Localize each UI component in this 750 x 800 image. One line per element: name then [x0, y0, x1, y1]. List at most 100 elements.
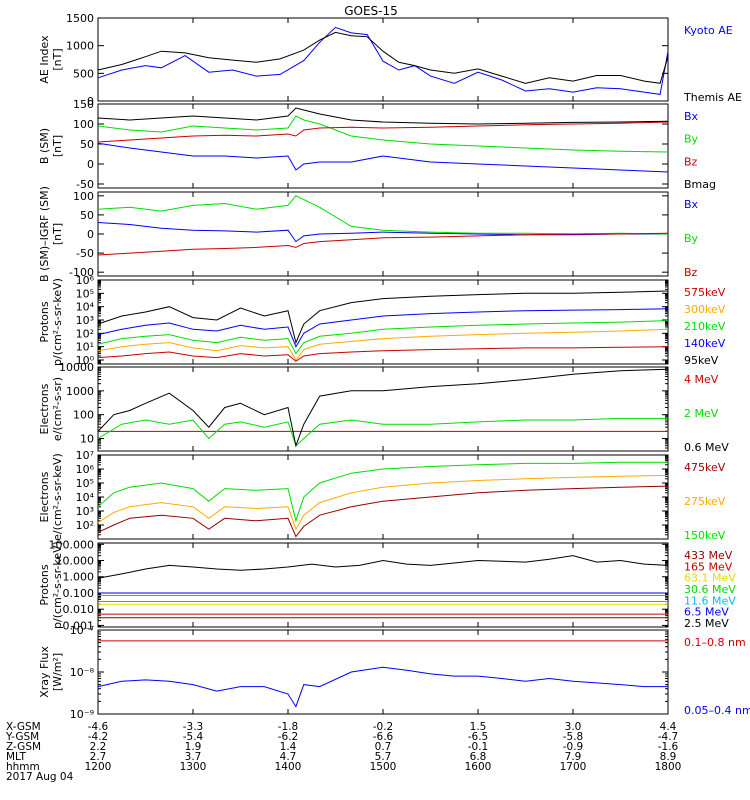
y-tick-label: 1.000: [63, 571, 95, 584]
legend-label: 2.5 MeV: [684, 617, 729, 630]
ephemeris-value: -1.8: [278, 721, 299, 733]
panel-frame: [97, 629, 669, 715]
ephemeris-value: -5.8: [563, 731, 584, 743]
y-tick-label: 10³: [76, 505, 94, 518]
ephemeris-value: 7.9: [565, 751, 582, 763]
ephemeris-value: 4.4: [660, 721, 677, 733]
y-tick-label: 100: [73, 190, 94, 203]
series-line: [97, 368, 669, 448]
ephemeris-value: 5.7: [375, 751, 392, 763]
y-tick-label: 100.000: [49, 538, 95, 551]
legend-label: 475keV: [684, 461, 726, 474]
y-tick-label: 10.000: [56, 555, 95, 568]
panel-4: 10 100 1000 10000 Electrons e/(cm²-s-sr) 4 MeV…: [38, 361, 729, 454]
legend-label: 6.5 MeV: [684, 606, 729, 619]
legend-label: 0.05–0.4 nm: [684, 704, 750, 717]
ephemeris-value: 1.9: [185, 741, 202, 753]
legend-label: Bmag: [684, 178, 716, 191]
series-line: [97, 308, 669, 348]
series-line: [97, 31, 669, 84]
ephemeris-row-label: X-GSM: [6, 721, 41, 733]
ephemeris-value: 1800: [655, 761, 682, 773]
series-line: [97, 485, 669, 538]
y-axis-label: e/(cm²-s-sr): [51, 377, 64, 441]
y-axis-label: Protons: [38, 564, 51, 605]
legend-label: Kyoto AE: [684, 24, 733, 37]
ephemeris-row-label: Z-GSM: [6, 741, 41, 753]
legend-label: 165 MeV: [684, 560, 733, 573]
legend-label: 210keV: [684, 320, 726, 333]
panel-2: -100 -50 0 50 100 B (SM)–IGRF (SM) [nT] Bx By Bz: [38, 186, 699, 282]
legend-label: Bx: [684, 110, 699, 123]
panel-0: 0 500 1000 1500 AE Index [nT] Kyoto AE Themis A…: [38, 12, 742, 108]
series-line: [97, 26, 669, 95]
series-line: [97, 346, 669, 362]
y-axis-label: p/(cm²-s-sr-keV): [51, 278, 64, 366]
legend-label: 433 MeV: [684, 549, 733, 562]
ephemeris-value: -1.6: [658, 741, 679, 753]
y-tick-label: 10⁻⁹: [70, 708, 94, 721]
legend-label: 275keV: [684, 495, 726, 508]
legend-label: 575keV: [684, 286, 726, 299]
chart-title: GOES-15: [344, 4, 398, 18]
ephemeris-value: 3.7: [185, 751, 202, 763]
panel-frame: [97, 454, 669, 540]
series-line: [97, 417, 668, 447]
legend-label: 300keV: [684, 303, 726, 316]
ephemeris-value: -4.7: [658, 731, 679, 743]
y-axis-label: [nT]: [51, 223, 64, 245]
legend-label: Bz: [684, 266, 698, 279]
y-tick-label: -50: [76, 178, 94, 191]
legend-label: By: [684, 232, 699, 245]
ephemeris-value: -3.3: [183, 721, 204, 733]
legend-label: 0.6 MeV: [684, 441, 729, 454]
series-line: [97, 195, 669, 235]
legend-label: Bz: [684, 155, 698, 168]
series-line: [97, 666, 668, 708]
y-axis-label: [nT]: [51, 48, 64, 70]
y-tick-label: 0: [87, 228, 94, 241]
ephemeris-value: 1200: [85, 761, 112, 773]
series-line: [97, 232, 669, 256]
y-tick-label: 0: [87, 95, 94, 108]
ephemeris-value: -6.6: [373, 731, 394, 743]
ephemeris-row-label: MLT: [6, 751, 26, 763]
ephemeris-value: 3.0: [565, 721, 582, 733]
ephemeris-value: 0.7: [375, 741, 392, 753]
y-tick-label: 10²: [76, 519, 94, 532]
panel-frame: [97, 366, 669, 452]
ephemeris-value: -6.2: [278, 731, 299, 743]
legend-label: Bx: [684, 198, 699, 211]
y-tick-label: 100: [73, 118, 94, 131]
y-axis-label: Electrons: [38, 383, 51, 434]
legend-label: 0.1–0.8 nm: [684, 636, 746, 649]
y-tick-label: 10²: [76, 327, 94, 340]
panel-6: 0.001 0.010 0.100 1.000 10.000 100.000 Protons…: [38, 538, 736, 632]
legend-label: 30.6 MeV: [684, 583, 736, 596]
y-axis-label: Protons: [38, 301, 51, 342]
ephemeris-value: -4.2: [88, 731, 109, 743]
y-tick-label: 10⁰: [76, 354, 95, 367]
series-line: [97, 474, 669, 531]
y-tick-label: 1500: [66, 12, 94, 25]
y-tick-label: -50: [76, 247, 94, 260]
y-tick-label: 10³: [76, 314, 94, 327]
y-axis-label: [W/m²]: [51, 653, 64, 691]
ephemeris-row-label: Y-GSM: [5, 731, 39, 743]
y-tick-label: 1000: [66, 40, 94, 53]
y-axis-label: Electrons: [38, 471, 51, 522]
ephemeris-value: 1.5: [470, 721, 487, 733]
legend-label: 4 MeV: [684, 373, 719, 386]
y-tick-label: 10⁵: [76, 477, 94, 490]
legend-label: 95keV: [684, 354, 719, 367]
ephemeris-value: 2.2: [90, 741, 107, 753]
ephemeris-value: 6.8: [470, 751, 487, 763]
y-axis-label: B (SM)–IGRF (SM): [38, 186, 51, 282]
y-tick-label: 0: [87, 158, 94, 171]
y-axis-label: AE Index: [38, 35, 51, 84]
ephemeris-row-label: hhmm: [6, 761, 40, 773]
y-tick-label: 0.010: [63, 603, 95, 616]
ephemeris-value: -6.5: [468, 731, 489, 743]
y-tick-label: 150: [73, 98, 94, 111]
